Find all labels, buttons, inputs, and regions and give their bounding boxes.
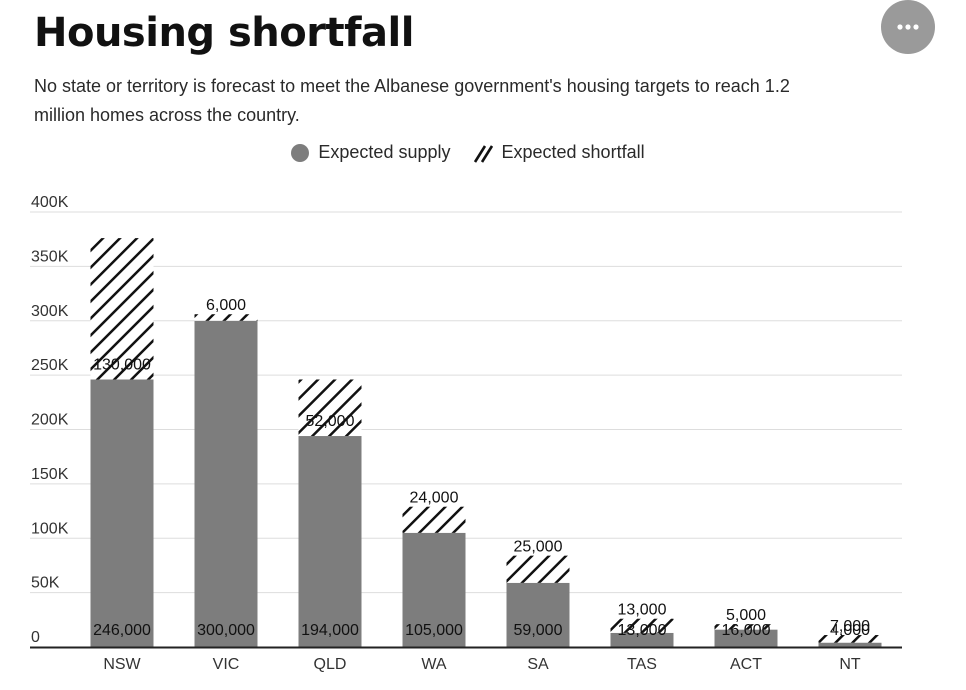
bar-supply-sa [506,582,570,647]
bar-shortfall-vic [194,314,258,321]
supply-value-label: 194,000 [301,622,359,639]
bar-supply-nsw [90,379,154,647]
x-tick-label: VIC [213,656,240,673]
shortfall-value-label: 52,000 [306,413,355,430]
supply-value-label: 59,000 [514,622,563,639]
bar-supply-qld [298,436,362,647]
supply-value-label: 4,000 [830,622,870,639]
chart-subtitle: No state or territory is forecast to mee… [34,76,790,125]
legend-supply-swatch [291,143,310,162]
shortfall-value-label: 13,000 [618,602,667,619]
shortfall-value-label: 7,000 [830,618,870,635]
y-tick-label: 250K [31,357,69,374]
data-labels: 246,000 130,000 300,000 6,000 194,000 52,000 1… [93,297,870,639]
shortfall-value-label: 6,000 [206,297,246,314]
bar-shortfall-sa [506,555,570,583]
legend-shortfall-label: Expected shortfall [501,142,645,162]
legend-shortfall-swatch [473,144,493,163]
more-options-button[interactable] [881,0,935,54]
y-tick-label: 350K [31,248,69,265]
bar-supply-nt [818,642,882,647]
x-tick-label: SA [527,656,549,673]
bar-shortfall-tas [610,618,674,633]
chart-title: Housing shortfall [34,10,414,56]
grid-lines: 0 50K 100K 150K 200K 250K 300K 350K 400K [30,194,902,646]
supply-value-label: 246,000 [93,622,151,639]
supply-value-label: 13,000 [618,622,667,639]
bar-shortfall-qld [298,379,362,437]
y-tick-label: 300K [31,303,69,320]
x-tick-label: QLD [314,656,347,673]
shortfall-value-label: 24,000 [410,490,459,507]
y-tick-label: 150K [31,466,69,483]
x-tick-label: WA [421,656,447,673]
y-tick-label: 50K [31,575,60,592]
y-tick-label: 0 [31,629,40,646]
legend-item-supply: Expected supply [291,142,451,163]
x-axis: NSW VIC QLD WA SA TAS ACT NT [30,646,902,673]
shortfall-value-label: 130,000 [93,356,151,373]
bar-supply-vic [194,320,258,647]
supply-value-label: 300,000 [197,622,255,639]
chart-legend: Expected supply Expected shortfall [0,142,966,163]
x-tick-label: NT [839,656,861,673]
legend-item-shortfall: Expected shortfall [473,142,645,163]
bar-shortfall-nsw [90,238,154,380]
supply-value-label: 16,000 [722,622,771,639]
supply-value-label: 105,000 [405,622,463,639]
x-tick-label: NSW [103,656,141,673]
x-tick-label: ACT [730,656,762,673]
shortfall-value-label: 25,000 [514,539,563,556]
bar-shortfall-nt [818,635,882,643]
shortfall-value-label: 5,000 [726,607,766,624]
bar-shortfall-act [714,624,778,630]
bars [90,238,882,647]
y-tick-label: 400K [31,194,69,211]
bar-supply-act [714,629,778,647]
x-tick-label: TAS [627,656,657,673]
bar-shortfall-wa [402,506,466,533]
y-tick-label: 100K [31,520,69,537]
more-horizontal-icon [897,24,919,30]
y-tick-label: 200K [31,412,69,429]
bar-supply-wa [402,532,466,647]
legend-supply-label: Expected supply [318,142,451,162]
bar-supply-tas [610,632,674,647]
